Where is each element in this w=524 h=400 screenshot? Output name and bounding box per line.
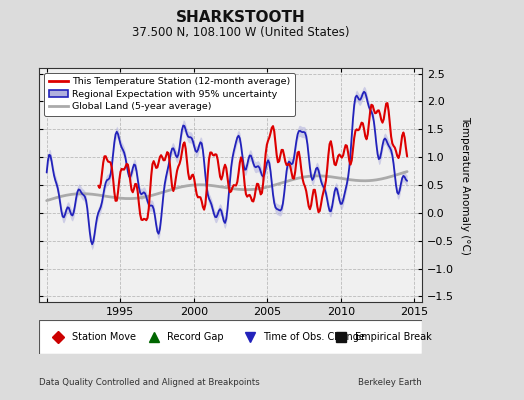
Text: SHARKSTOOTH: SHARKSTOOTH [176, 10, 306, 25]
Text: Empirical Break: Empirical Break [355, 332, 432, 342]
Text: Berkeley Earth: Berkeley Earth [358, 378, 422, 387]
Text: Station Move: Station Move [72, 332, 136, 342]
Y-axis label: Temperature Anomaly (°C): Temperature Anomaly (°C) [461, 116, 471, 254]
Legend: This Temperature Station (12-month average), Regional Expectation with 95% uncer: This Temperature Station (12-month avera… [44, 73, 296, 116]
Text: Data Quality Controlled and Aligned at Breakpoints: Data Quality Controlled and Aligned at B… [39, 378, 260, 387]
FancyBboxPatch shape [39, 320, 422, 354]
Text: 37.500 N, 108.100 W (United States): 37.500 N, 108.100 W (United States) [132, 26, 350, 39]
Text: Time of Obs. Change: Time of Obs. Change [263, 332, 365, 342]
Text: Record Gap: Record Gap [168, 332, 224, 342]
